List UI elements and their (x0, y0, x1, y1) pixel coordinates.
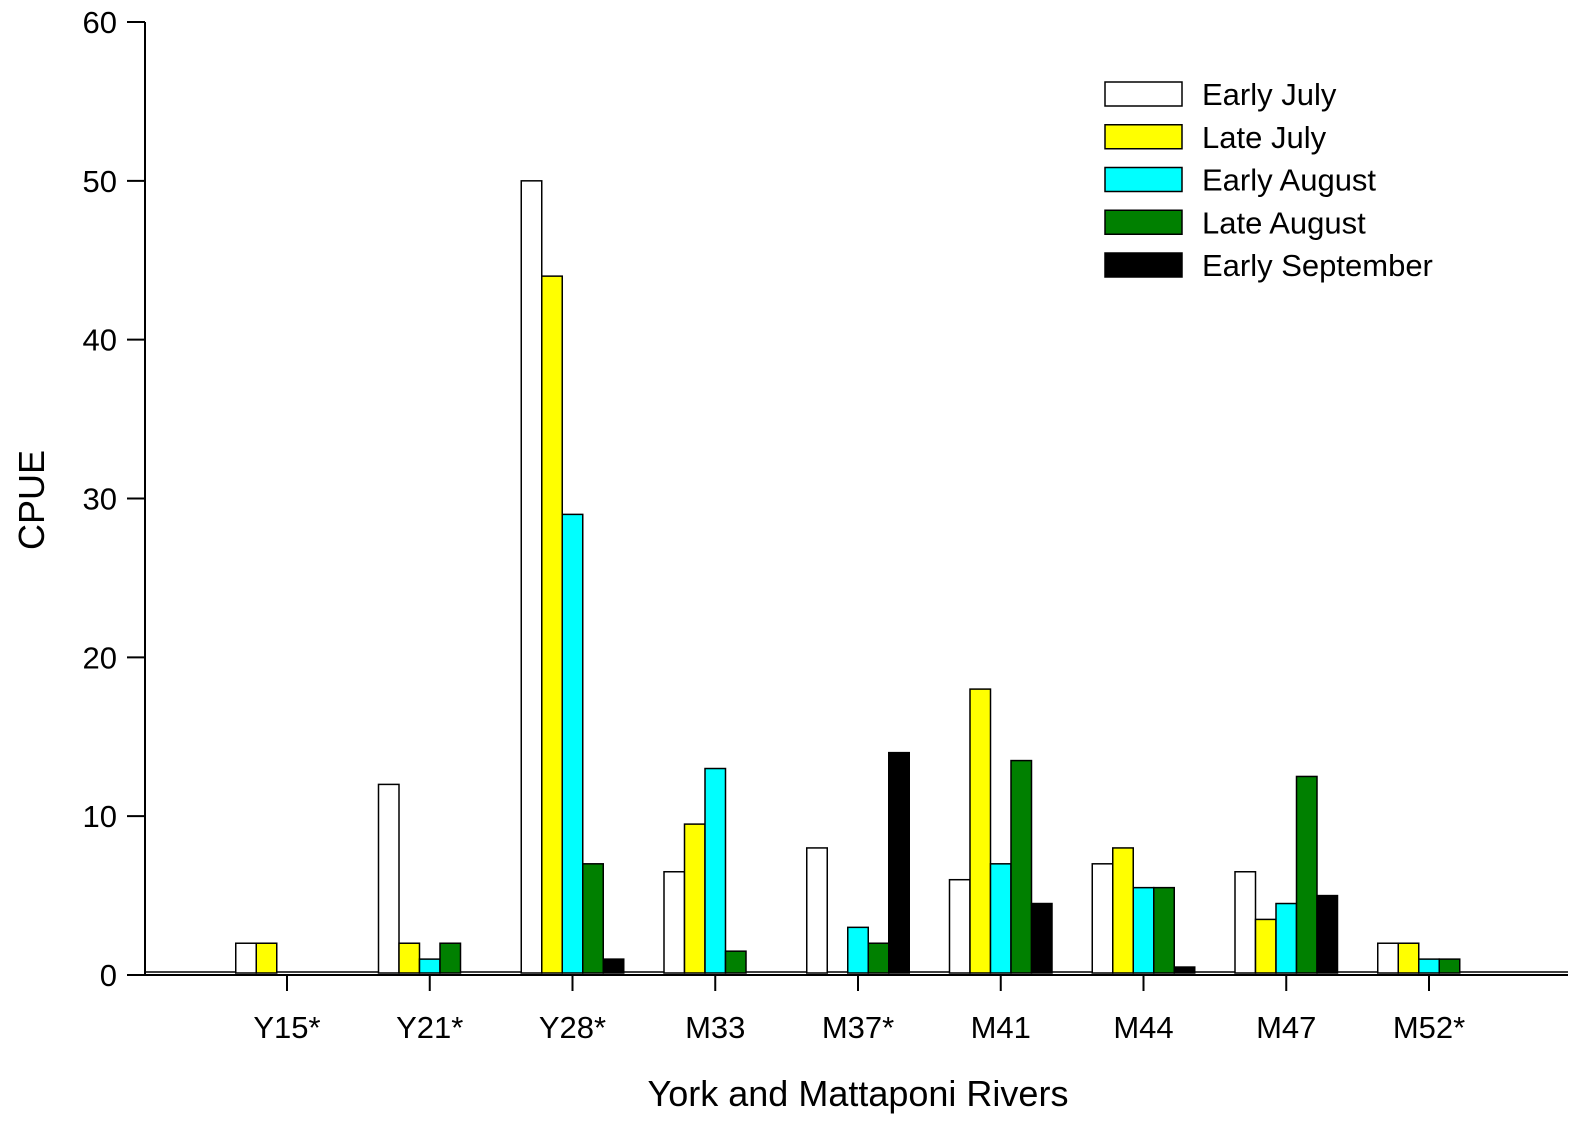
bar-early-july (377, 783, 400, 974)
y-axis-title: CPUE (11, 450, 52, 550)
y-tick-label: 10 (83, 799, 117, 834)
bar-early-august (847, 926, 869, 974)
legend-label: Early August (1202, 163, 1376, 198)
x-tick-label: M47 (1256, 1010, 1316, 1045)
x-tick-label: Y21* (396, 1010, 463, 1045)
y-tick-label: 20 (83, 640, 117, 675)
bar-early-september (888, 751, 910, 974)
bar-late-august (1010, 759, 1033, 974)
bar-late-july (1112, 847, 1134, 974)
y-tick-label: 0 (100, 958, 117, 993)
y-tick-label: 60 (83, 5, 117, 40)
bar-late-july (683, 823, 706, 974)
bar-early-july (520, 180, 543, 974)
bar-early-july (1234, 871, 1257, 974)
x-tick-label: Y28* (539, 1010, 606, 1045)
legend-label: Early September (1202, 248, 1433, 283)
x-tick-label: M37* (822, 1010, 894, 1045)
axes: 0 10 20 30 40 50 60 Y15* Y21* Y28* M33 M37* M41 M44 M4… (83, 5, 1568, 1045)
bar-early-july (235, 942, 257, 974)
bar-late-august (582, 863, 604, 974)
bar-early-july (1091, 863, 1114, 974)
bar-early-july (806, 847, 828, 974)
bar-early-august (1132, 886, 1155, 974)
bar-early-september (602, 958, 625, 974)
legend-label: Early July (1202, 77, 1337, 112)
bar-late-july (1397, 942, 1420, 974)
bar-early-september (1030, 902, 1053, 974)
legend-swatch (1104, 252, 1183, 278)
bar-early-august (989, 863, 1012, 974)
legend-swatch (1104, 209, 1183, 235)
bar-late-july (541, 275, 563, 974)
bar-early-july (663, 871, 686, 974)
bar-early-august (418, 958, 441, 974)
bar-late-august (439, 942, 462, 974)
x-tick-label: M33 (685, 1010, 745, 1045)
bar-early-july (948, 878, 971, 974)
legend-swatch (1104, 124, 1183, 150)
bar-early-august (561, 513, 584, 974)
bar-late-july (969, 688, 992, 974)
x-tick-label: M41 (971, 1010, 1031, 1045)
x-tick-label: M44 (1113, 1010, 1173, 1045)
legend-label: Late August (1202, 205, 1366, 240)
bar-early-august (1275, 902, 1298, 974)
bar-late-july (398, 942, 421, 974)
y-tick-label: 50 (83, 164, 117, 199)
bar-early-september (1173, 966, 1196, 974)
x-tick-label: M52* (1393, 1010, 1465, 1045)
legend-label: Late July (1202, 120, 1327, 155)
y-tick-label: 40 (83, 323, 117, 358)
legend-swatch (1104, 81, 1183, 107)
bar-late-august (1438, 958, 1461, 974)
y-tick-label: 30 (83, 482, 117, 517)
bar-late-august (724, 950, 747, 974)
x-axis-title: York and Mattaponi Rivers (648, 1073, 1069, 1114)
bar-late-july (1254, 918, 1277, 974)
bars (235, 180, 1461, 974)
legend-swatch (1104, 166, 1183, 193)
bar-early-july (1377, 942, 1399, 974)
legend: Early July Late July Early August Late Augu… (1104, 77, 1433, 283)
bar-late-august (867, 942, 890, 974)
bar-early-august (704, 767, 727, 974)
bar-late-august (1295, 775, 1318, 974)
bar-late-july (255, 942, 278, 974)
x-tick-label: Y15* (253, 1010, 320, 1045)
bar-late-august (1153, 886, 1175, 974)
bar-early-september (1316, 894, 1339, 974)
bar-early-august (1418, 958, 1440, 974)
